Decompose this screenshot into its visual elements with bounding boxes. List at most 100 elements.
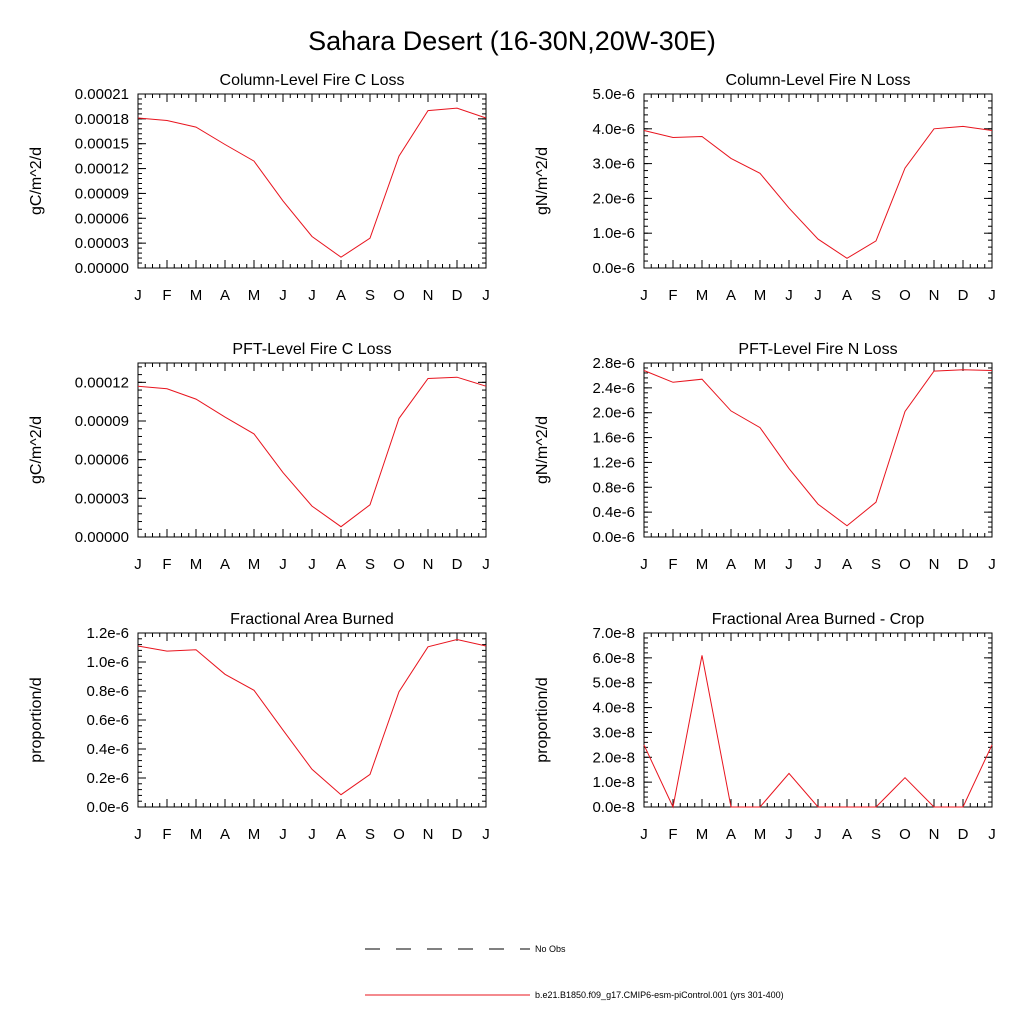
x-tick-label: M <box>248 826 261 843</box>
chart-panel-5: Fractional Area Burned proportion/d J F M A M J… <box>28 611 490 843</box>
x-tick-label: J <box>279 826 287 843</box>
x-tick-label: J <box>988 556 996 573</box>
x-tick-label: J <box>134 556 142 573</box>
x-tick-label: M <box>696 556 709 573</box>
y-tick-label: 0.0e-6 <box>592 529 635 546</box>
x-tick-label: S <box>871 826 881 843</box>
x-tick-label: A <box>726 556 736 573</box>
x-tick-label: D <box>452 826 463 843</box>
y-tick-label: 0.00003 <box>75 235 129 252</box>
y-tick-label: 1.6e-6 <box>592 430 635 447</box>
y-tick-label: 3.0e-8 <box>592 724 635 741</box>
x-tick-label: D <box>452 287 463 304</box>
x-tick-label: A <box>842 826 852 843</box>
x-tick-label: J <box>988 287 996 304</box>
y-tick-label: 1.0e-6 <box>86 654 129 671</box>
y-tick-label: 0.00018 <box>75 111 129 128</box>
x-tick-label: F <box>668 556 677 573</box>
y-tick-label: 0.00006 <box>75 210 129 227</box>
x-tick-label: S <box>365 556 375 573</box>
x-tick-label: J <box>482 826 490 843</box>
panel-title: Column-Level Fire N Loss <box>726 72 911 89</box>
x-tick-label: F <box>668 287 677 304</box>
x-tick-label: F <box>162 287 171 304</box>
y-axis-label: gN/m^2/d <box>534 416 551 484</box>
x-tick-label: A <box>726 287 736 304</box>
x-tick-label: J <box>279 556 287 573</box>
y-tick-label: 0.0e-8 <box>592 799 635 816</box>
x-tick-label: O <box>393 287 405 304</box>
x-tick-label: A <box>336 826 346 843</box>
x-tick-label: M <box>248 287 261 304</box>
panel-title: Column-Level Fire C Loss <box>220 72 405 89</box>
x-tick-label: J <box>814 826 822 843</box>
x-tick-label: A <box>336 556 346 573</box>
x-tick-label: A <box>220 556 230 573</box>
x-tick-label: A <box>726 826 736 843</box>
x-tick-label: A <box>336 287 346 304</box>
x-tick-label: J <box>134 826 142 843</box>
plot-frame <box>137 362 487 538</box>
series-line <box>137 376 487 528</box>
series-line <box>643 125 993 259</box>
x-tick-label: D <box>452 556 463 573</box>
y-tick-label: 1.0e-6 <box>592 225 635 242</box>
panel-title: Fractional Area Burned - Crop <box>712 611 925 628</box>
y-tick-label: 2.0e-8 <box>592 749 635 766</box>
legend: No Obs b.e21.B1850.f09_g17.CMIP6-esm-piC… <box>365 944 784 1000</box>
x-tick-label: J <box>785 556 793 573</box>
y-axis-label: proportion/d <box>28 677 45 762</box>
y-tick-label: 2.0e-6 <box>592 190 635 207</box>
y-tick-label: 0.4e-6 <box>86 741 129 758</box>
x-tick-label: F <box>162 826 171 843</box>
y-tick-label: 0.8e-6 <box>86 683 129 700</box>
x-tick-label: J <box>640 556 648 573</box>
panel-title: PFT-Level Fire C Loss <box>232 341 391 358</box>
y-tick-label: 2.4e-6 <box>592 380 635 397</box>
y-tick-label: 0.00015 <box>75 136 129 153</box>
x-tick-label: J <box>134 287 142 304</box>
y-tick-label: 4.0e-8 <box>592 700 635 717</box>
x-tick-label: N <box>929 287 940 304</box>
series-line <box>643 369 993 527</box>
y-tick-label: 0.00000 <box>75 260 129 277</box>
y-tick-label: 0.00009 <box>75 185 129 202</box>
plot-frame <box>643 93 993 269</box>
y-tick-label: 0.00012 <box>75 161 129 178</box>
x-tick-label: S <box>365 287 375 304</box>
x-tick-label: N <box>423 826 434 843</box>
x-tick-label: M <box>754 556 767 573</box>
main-title: Sahara Desert (16-30N,20W-30E) <box>308 26 716 56</box>
y-axis-label: gN/m^2/d <box>534 147 551 215</box>
x-tick-label: J <box>308 826 316 843</box>
x-tick-label: J <box>279 287 287 304</box>
y-tick-label: 0.0e-6 <box>592 260 635 277</box>
x-tick-label: J <box>814 556 822 573</box>
x-tick-label: N <box>423 556 434 573</box>
y-tick-label: 0.6e-6 <box>86 712 129 729</box>
y-tick-label: 1.0e-8 <box>592 774 635 791</box>
y-tick-label: 0.4e-6 <box>592 504 635 521</box>
x-tick-label: J <box>482 287 490 304</box>
y-tick-label: 5.0e-6 <box>592 86 635 103</box>
panel-title: Fractional Area Burned <box>230 611 394 628</box>
x-tick-label: J <box>988 826 996 843</box>
x-tick-label: M <box>190 826 203 843</box>
y-tick-label: 0.8e-6 <box>592 479 635 496</box>
x-tick-label: F <box>162 556 171 573</box>
x-tick-label: M <box>754 287 767 304</box>
x-tick-label: J <box>814 287 822 304</box>
x-tick-label: S <box>871 287 881 304</box>
x-tick-label: J <box>308 556 316 573</box>
y-tick-label: 0.2e-6 <box>86 770 129 787</box>
x-tick-label: D <box>958 826 969 843</box>
x-tick-label: N <box>929 556 940 573</box>
x-tick-label: S <box>871 556 881 573</box>
legend-label-no-obs: No Obs <box>535 944 566 954</box>
x-tick-label: J <box>785 826 793 843</box>
x-tick-label: J <box>482 556 490 573</box>
